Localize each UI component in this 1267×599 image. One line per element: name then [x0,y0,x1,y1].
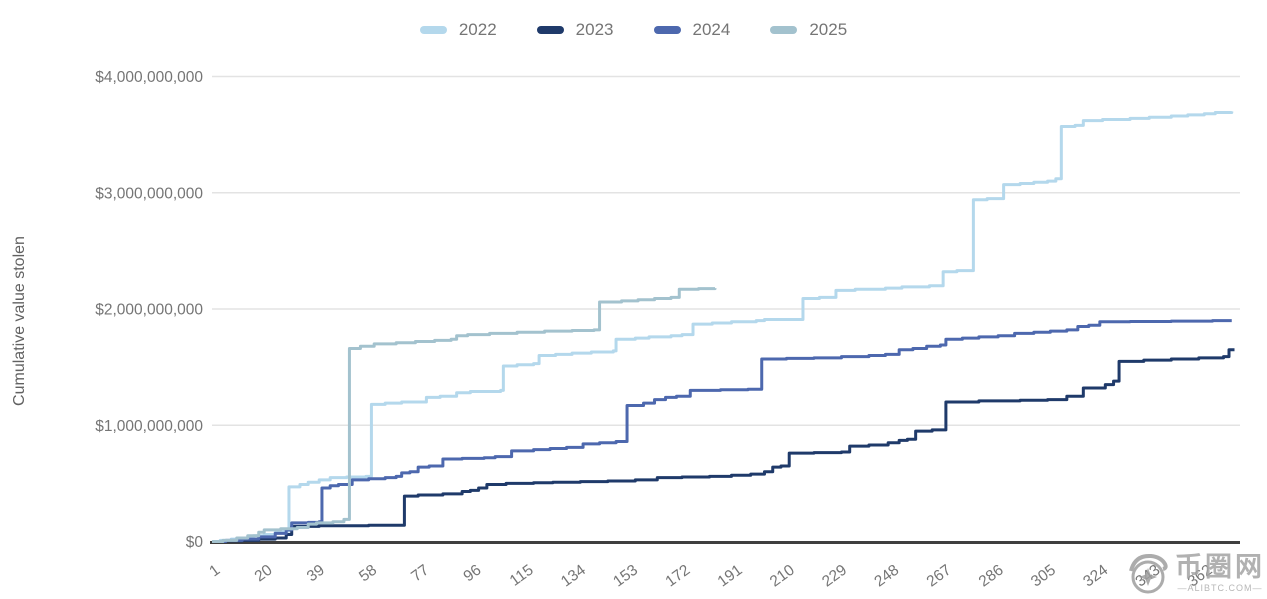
x-tick-label: 248 [871,561,902,590]
series-line-2022 [212,111,1234,543]
y-tick-label: $1,000,000,000 [95,418,203,435]
x-tick-label: 229 [819,561,850,590]
legend-swatch-icon [653,26,681,34]
x-tick-label: 191 [715,561,746,590]
x-tick-label: 1 [206,561,223,580]
x-tick-label: 267 [924,561,955,590]
legend-label: 2025 [809,20,848,39]
series-line-2023 [212,348,1235,543]
x-tick-label: 134 [558,561,589,590]
legend-item-2022: 2022 [419,20,497,40]
y-tick-label: $4,000,000,000 [95,69,203,86]
legend-swatch-icon [536,26,564,34]
x-tick-label: 210 [767,561,798,590]
legend-label: 2022 [458,20,497,39]
chart-legend: 2022 2023 2024 2025 [0,20,1267,40]
x-tick-label: 324 [1080,561,1111,590]
y-tick-label: $2,000,000,000 [95,302,203,319]
y-tick-label: $0 [186,534,204,551]
x-tick-label: 77 [408,561,432,585]
x-tick-label: 39 [304,561,328,585]
legend-swatch-icon [419,26,447,34]
legend-item-2023: 2023 [536,20,614,40]
y-axis-title: Cumulative value stolen [11,236,28,406]
watermark: 币圈网 —ALIBTC.COM— [1125,549,1265,597]
watermark-dragon-coin-icon [1129,553,1168,594]
legend-item-2025: 2025 [770,20,847,40]
x-tick-label: 153 [610,561,641,590]
series-line-2024 [212,319,1232,543]
series-line-2025 [212,287,717,543]
x-tick-label: 305 [1028,561,1059,590]
watermark-site-name: 币圈网 [1175,551,1265,582]
watermark-text: 币圈网 —ALIBTC.COM— [1175,551,1265,593]
x-tick-label: 96 [461,561,485,585]
watermark-url: —ALIBTC.COM— [1177,582,1263,593]
x-tick-label: 172 [662,561,693,590]
x-tick-label: 20 [252,561,276,585]
legend-label: 2023 [575,20,614,39]
legend-item-2024: 2024 [653,20,731,40]
legend-swatch-icon [770,26,798,34]
x-tick-label: 58 [356,561,380,585]
y-tick-label: $3,000,000,000 [95,185,203,202]
legend-label: 2024 [692,20,731,39]
x-tick-label: 115 [507,561,537,589]
x-tick-label: 286 [976,561,1007,590]
